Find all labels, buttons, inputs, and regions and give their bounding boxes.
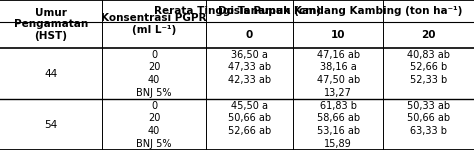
Text: 0: 0 [246, 30, 253, 40]
Text: Dosis Pupuk Kandang Kambing (ton ha⁻¹): Dosis Pupuk Kandang Kambing (ton ha⁻¹) [218, 6, 462, 16]
Text: 52,66 b: 52,66 b [410, 63, 447, 72]
Text: 13,27: 13,27 [324, 88, 352, 98]
Text: 20: 20 [148, 63, 160, 72]
Text: 40: 40 [148, 126, 160, 136]
Text: 52,66 ab: 52,66 ab [228, 126, 271, 136]
Text: 40: 40 [148, 75, 160, 85]
Text: 50,33 ab: 50,33 ab [407, 100, 450, 111]
Text: 45,50 a: 45,50 a [231, 100, 268, 111]
Text: 63,33 b: 63,33 b [410, 126, 447, 136]
Text: 20: 20 [421, 30, 436, 40]
Text: BNJ 5%: BNJ 5% [137, 88, 172, 98]
Text: 44: 44 [45, 69, 57, 79]
Text: 38,16 a: 38,16 a [320, 63, 356, 72]
Text: 47,16 ab: 47,16 ab [317, 50, 360, 60]
Text: 0: 0 [151, 50, 157, 60]
Text: Rerata Tinggi Tanaman (cm): Rerata Tinggi Tanaman (cm) [154, 6, 320, 16]
Text: 40,83 ab: 40,83 ab [407, 50, 450, 60]
Text: 50,66 ab: 50,66 ab [228, 113, 271, 123]
Text: 53,16 ab: 53,16 ab [317, 126, 360, 136]
Text: 61,83 b: 61,83 b [319, 100, 357, 111]
Text: 47,33 ab: 47,33 ab [228, 63, 271, 72]
Text: Konsentrasi PGPR
(ml L⁻¹): Konsentrasi PGPR (ml L⁻¹) [101, 13, 207, 35]
Text: 47,50 ab: 47,50 ab [317, 75, 360, 85]
Text: 36,50 a: 36,50 a [231, 50, 268, 60]
Text: 42,33 ab: 42,33 ab [228, 75, 271, 85]
Text: BNJ 5%: BNJ 5% [137, 139, 172, 149]
Text: 20: 20 [148, 113, 160, 123]
Text: 54: 54 [45, 120, 57, 130]
Text: 52,33 b: 52,33 b [410, 75, 447, 85]
Text: 58,66 ab: 58,66 ab [317, 113, 360, 123]
Text: 15,89: 15,89 [324, 139, 352, 149]
Text: Umur
Pengamatan
(HST): Umur Pengamatan (HST) [14, 8, 88, 41]
Text: 50,66 ab: 50,66 ab [407, 113, 450, 123]
Text: 0: 0 [151, 100, 157, 111]
Text: 10: 10 [331, 30, 346, 40]
